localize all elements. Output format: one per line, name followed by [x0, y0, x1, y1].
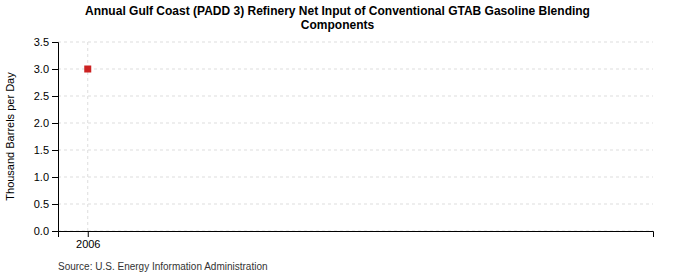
x-axis-line — [59, 232, 654, 238]
title-line: Annual Gulf Coast (PADD 3) Refinery Net … — [85, 4, 590, 18]
y-axis-tick-mark — [52, 42, 58, 43]
chart: 2006 0.0 0.5 1.0 1.5 2.0 2.5 3.0 3.5 Annual Gulf … — [0, 0, 675, 275]
y-axis: 0.0 0.5 1.0 1.5 2.0 2.5 3.0 3.5 — [34, 36, 59, 237]
grid-line — [58, 150, 653, 151]
series — [84, 66, 91, 73]
grid-line — [58, 69, 653, 70]
y-axis-tick-mark — [52, 204, 58, 205]
y-axis-tick: 2.5 — [34, 90, 58, 102]
y-axis-tick-label: 1.5 — [34, 144, 49, 156]
title-line: Components — [301, 18, 375, 32]
y-axis-tick: 0.0 — [34, 225, 58, 237]
grid-line — [58, 96, 653, 97]
title: Annual Gulf Coast (PADD 3) Refinery Net … — [85, 4, 590, 32]
grid-line — [58, 42, 653, 43]
y-axis-tick: 0.5 — [34, 198, 58, 210]
y-axis-tick-label: 2.5 — [34, 90, 49, 102]
grid-line — [58, 204, 653, 205]
y-axis-tick-mark — [52, 96, 58, 97]
x-axis: 2006 — [59, 231, 654, 250]
y-axis-tick-label: 1.0 — [34, 171, 49, 183]
y-axis-tick-mark — [52, 177, 58, 178]
y-axis-tick-label: 3.0 — [34, 63, 49, 75]
x-axis-tick-label: 2006 — [76, 238, 100, 250]
grid-line — [58, 123, 653, 124]
grid-line — [58, 177, 653, 178]
y-axis-tick-label: 0.0 — [34, 225, 49, 237]
y-axis-tick: 1.0 — [34, 171, 58, 183]
y-axis-tick-label: 3.5 — [34, 36, 49, 48]
y-axis-tick-mark — [52, 150, 58, 151]
y-axis-line — [52, 43, 59, 232]
y-axis-tick: 3.5 — [34, 36, 58, 48]
x-axis-tick-mark — [88, 231, 89, 237]
y-axis-tick: 1.5 — [34, 144, 58, 156]
y-axis-title: Thousand Barrels per Day — [4, 72, 16, 201]
y-axis-tick: 2.0 — [34, 117, 58, 129]
x-axis-tick: 2006 — [76, 231, 100, 250]
point — [84, 66, 91, 73]
y-axis-tick-mark — [52, 231, 58, 232]
y-axis-tick: 3.0 — [34, 63, 58, 75]
plot: 2006 0.0 0.5 1.0 1.5 2.0 2.5 3.0 3.5 — [34, 36, 654, 250]
y-axis-tick-mark — [52, 123, 58, 124]
y-axis-tick-label: 2.0 — [34, 117, 49, 129]
source: Source: U.S. Energy Information Administ… — [58, 261, 268, 272]
grid — [58, 42, 653, 231]
y-axis-tick-mark — [52, 69, 58, 70]
y-axis-tick-label: 0.5 — [34, 198, 49, 210]
